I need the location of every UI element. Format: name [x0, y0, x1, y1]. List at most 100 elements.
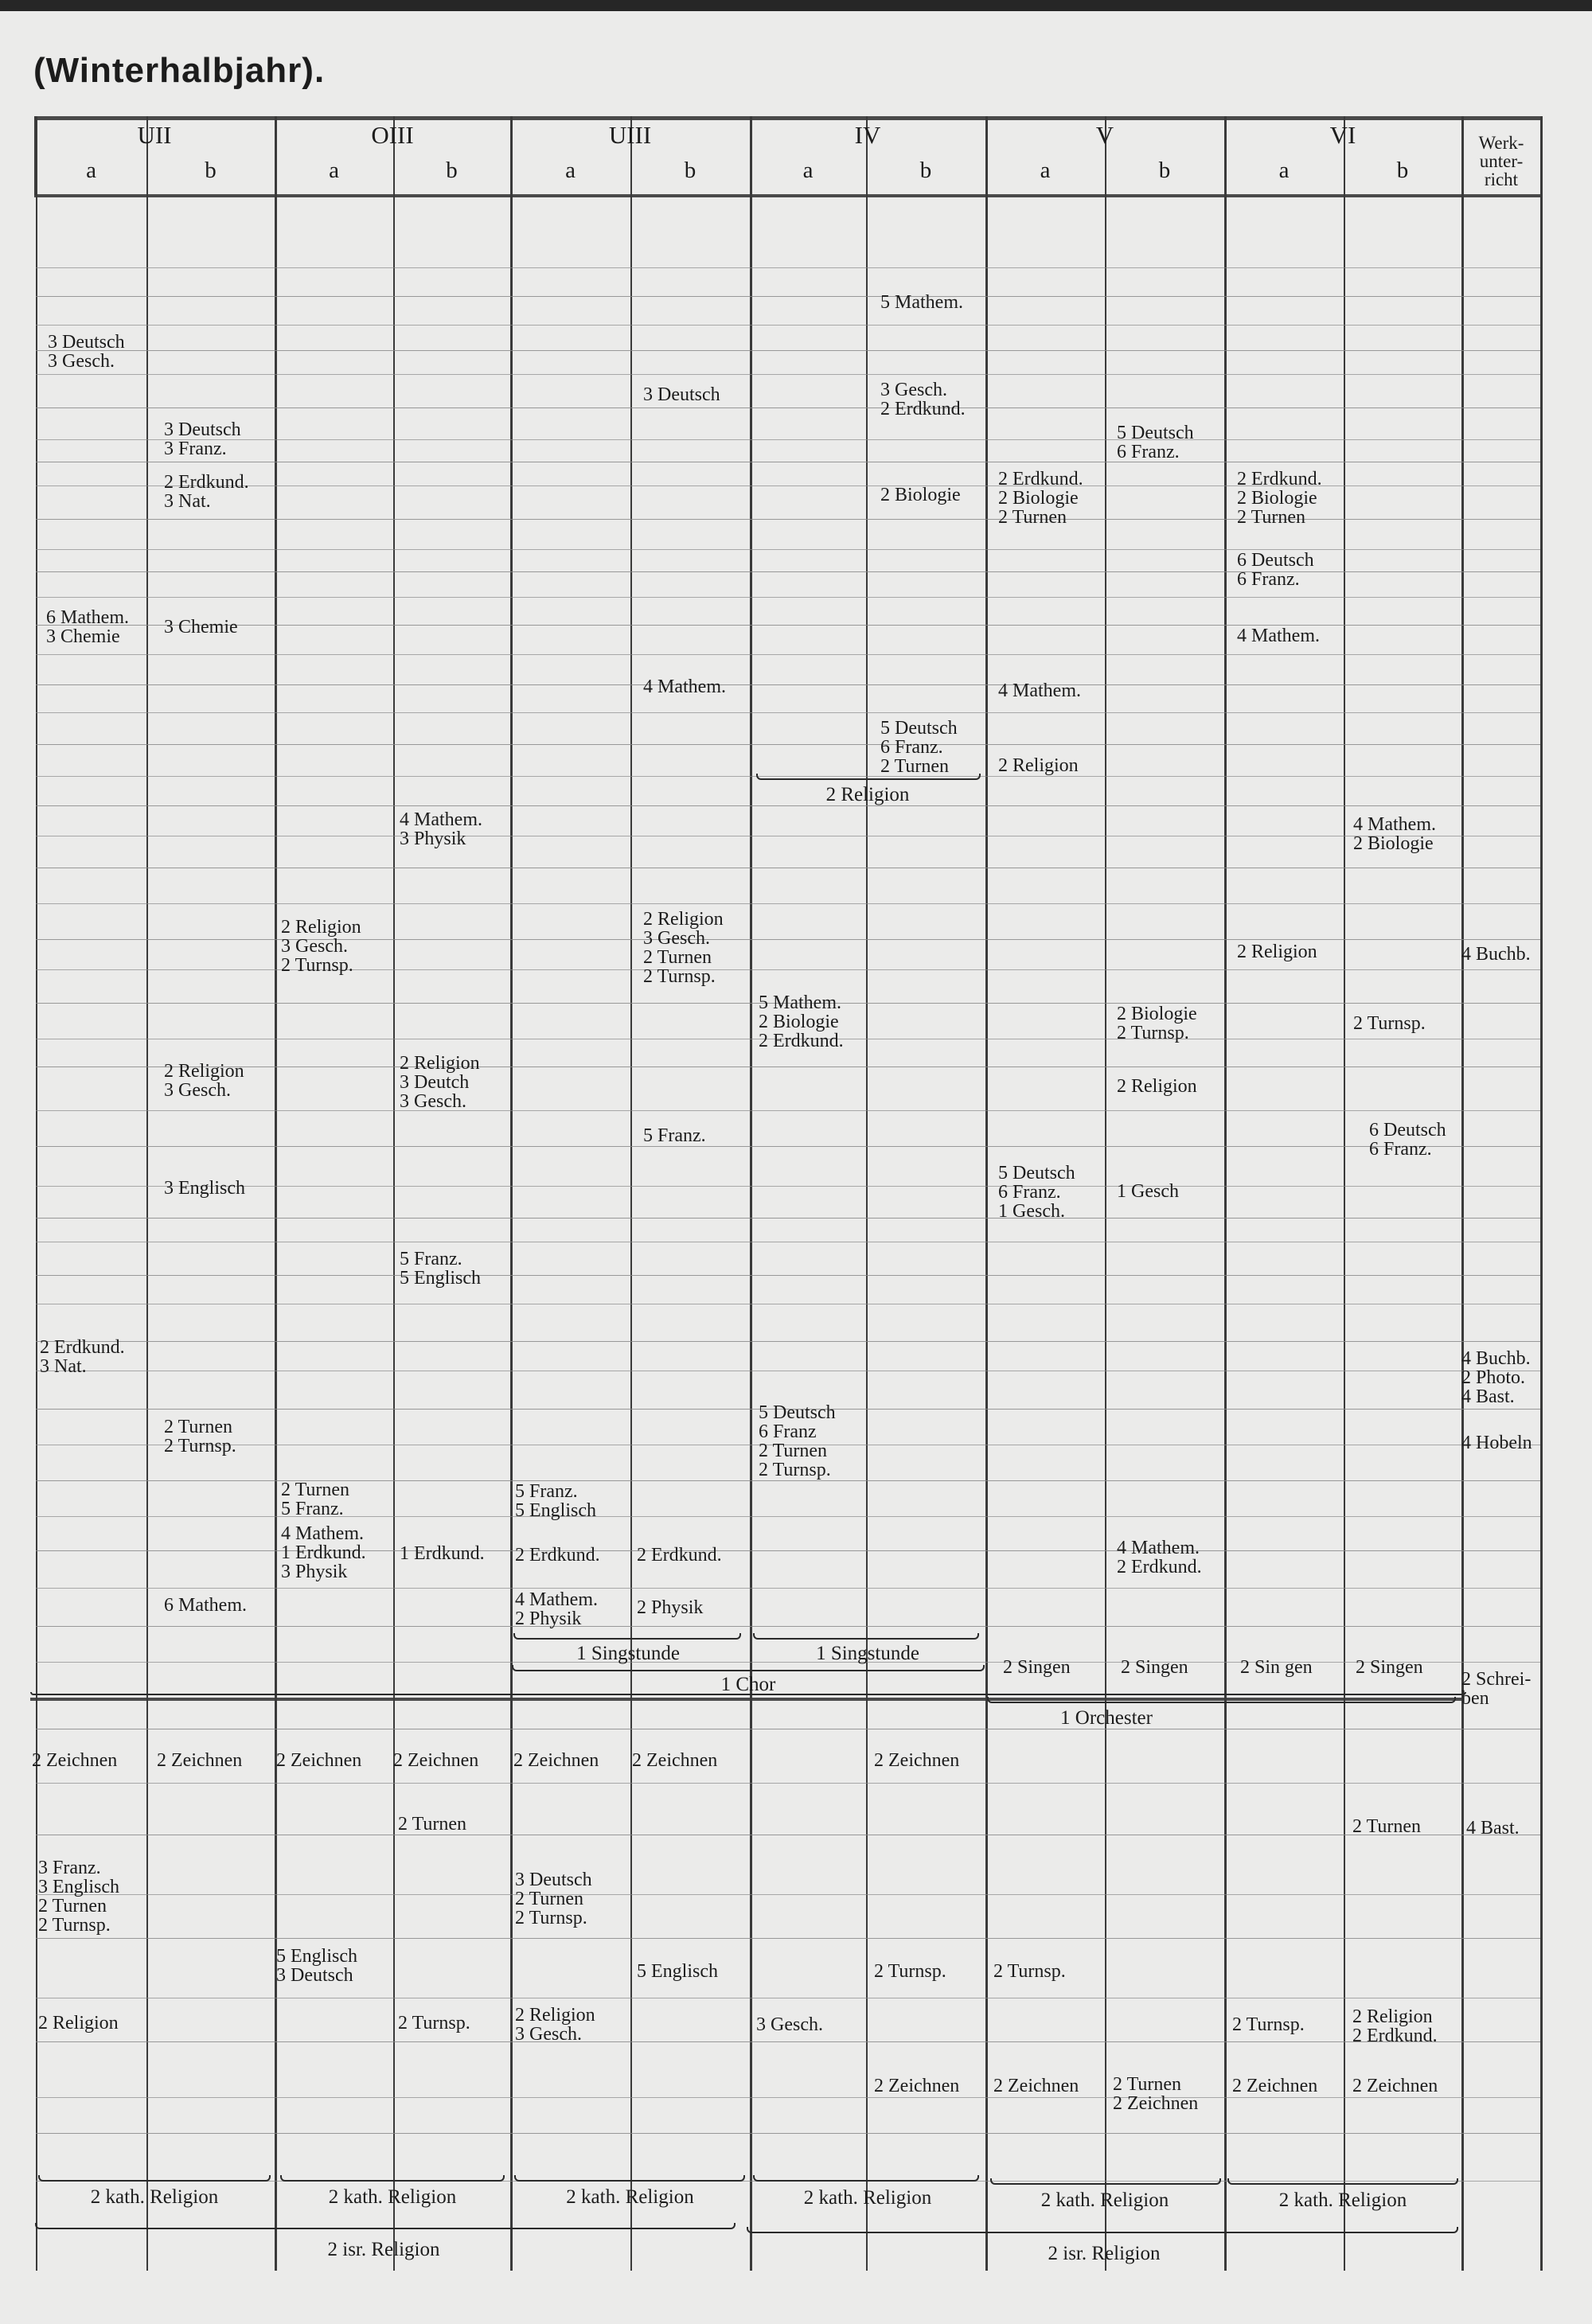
- row-rule: [36, 1894, 1540, 1895]
- shared-lesson-label: 2 kath. Religion: [1040, 2189, 1169, 2211]
- row-rule: [36, 549, 1540, 550]
- shared-lesson-label: 2 kath. Religion: [1278, 2189, 1407, 2211]
- lesson-entry: 4 Mathem.: [998, 680, 1081, 701]
- span-bracket: [38, 2175, 271, 2182]
- column-divider: [985, 116, 988, 2271]
- row-rule: [36, 325, 1540, 326]
- lesson-entry: 2 Religion 3 Gesch. 2 Turnsp.: [281, 917, 361, 976]
- span-bracket: [35, 2223, 736, 2229]
- lesson-entry: 2 Singen: [1121, 1657, 1188, 1678]
- row-rule: [36, 805, 1540, 806]
- shared-lesson-label: 1 Singstunde: [576, 1643, 680, 1664]
- row-rule: [36, 1146, 1540, 1147]
- column-divider: [510, 116, 513, 2271]
- class-section-header: a: [802, 158, 814, 183]
- group-divider: [275, 116, 277, 196]
- lesson-entry: 2 Biologie: [880, 485, 961, 505]
- row-rule: [36, 969, 1540, 970]
- lesson-entry: 3 Deutsch 2 Turnen 2 Turnsp.: [515, 1870, 592, 1928]
- lesson-entry: 2 Erdkund. 3 Nat.: [164, 472, 249, 512]
- lesson-entry: 6 Mathem. 3 Chemie: [46, 607, 129, 647]
- row-rule: [36, 2133, 1540, 2134]
- lesson-entry: 2 Erdkund. 2 Biologie 2 Turnen: [998, 469, 1083, 528]
- column-divider: [1344, 116, 1345, 2271]
- row-rule: [36, 712, 1540, 713]
- midsection-rule: [30, 1698, 1463, 1701]
- class-section-header: b: [446, 158, 458, 183]
- lesson-entry: 2 Religion: [1117, 1076, 1197, 1097]
- row-rule: [36, 519, 1540, 520]
- werkunterricht-entry: 2 Schrei- ben: [1461, 1669, 1532, 1709]
- row-rule: [36, 1938, 1540, 1939]
- lesson-entry: 6 Deutsch 6 Franz.: [1237, 550, 1314, 590]
- span-bracket: [753, 2175, 979, 2182]
- row-rule: [36, 1275, 1540, 1276]
- lesson-entry: 2 Religion: [38, 2013, 119, 2034]
- row-rule: [36, 625, 1540, 626]
- header-bottom-rule: [34, 194, 1541, 197]
- shared-lesson-label: 2 kath. Religion: [566, 2186, 694, 2208]
- lesson-entry: 5 Franz. 5 Englisch: [400, 1249, 481, 1289]
- row-rule: [36, 1662, 1540, 1663]
- lesson-entry: 2 Turnen: [1352, 1816, 1422, 1837]
- class-group-header: UIII: [608, 121, 652, 149]
- page-title: (Winterhalbjahr).: [33, 51, 326, 90]
- span-bracket: [514, 2175, 745, 2182]
- lesson-entry: 2 Religion 3 Gesch. 2 Turnen 2 Turnsp.: [643, 909, 724, 987]
- lesson-entry: 5 Mathem.: [880, 292, 963, 313]
- lesson-entry: 3 Franz. 3 Englisch 2 Turnen 2 Turnsp.: [38, 1858, 119, 1936]
- lesson-entry: 3 Deutsch 3 Gesch.: [48, 332, 125, 372]
- group-divider: [34, 116, 37, 196]
- class-section-header: a: [1278, 158, 1290, 183]
- row-rule: [36, 1341, 1540, 1342]
- group-divider: [1461, 116, 1464, 196]
- lesson-entry: 2 Turnsp.: [398, 2013, 470, 2034]
- group-divider: [750, 116, 752, 196]
- lesson-entry: 2 Erdkund.: [637, 1545, 722, 1566]
- lesson-entry: 6 Mathem.: [164, 1595, 247, 1616]
- lesson-entry: 2 Singen: [1003, 1657, 1071, 1678]
- shared-lesson-label: 2 kath. Religion: [803, 2187, 932, 2209]
- lesson-entry: 2 Turnen 2 Turnsp.: [164, 1417, 236, 1456]
- span-bracket: [513, 1633, 741, 1640]
- row-rule: [36, 1783, 1540, 1784]
- lesson-entry: 1 Erdkund.: [400, 1543, 485, 1564]
- span-bracket: [747, 2227, 1458, 2233]
- column-divider: [1540, 116, 1543, 2271]
- row-rule: [36, 2041, 1540, 2042]
- lesson-entry: 2 Physik: [637, 1597, 704, 1618]
- lesson-entry: 3 Gesch. 2 Erdkund.: [880, 380, 966, 419]
- column-divider: [1461, 116, 1464, 2271]
- row-rule: [36, 903, 1540, 904]
- lesson-entry: 3 Deutsch: [643, 384, 720, 405]
- lesson-entry: 2 Turnsp.: [1232, 2014, 1305, 2035]
- lesson-entry: 2 Religion 3 Gesch.: [164, 1061, 244, 1101]
- row-rule: [36, 407, 1540, 408]
- column-divider: [750, 116, 752, 2271]
- group-divider: [1224, 116, 1227, 196]
- row-rule: [36, 1588, 1540, 1589]
- lesson-entry: 2 Religion 3 Deutch 3 Gesch.: [400, 1053, 480, 1112]
- row-rule: [36, 1186, 1540, 1187]
- class-group-header: OIII: [371, 121, 414, 149]
- row-rule: [36, 374, 1540, 375]
- werkunterricht-entry: 4 Buchb.: [1461, 944, 1531, 965]
- lesson-entry: 1 Gesch: [1117, 1181, 1179, 1202]
- row-rule: [36, 1550, 1540, 1551]
- lesson-entry: 2 Turnen 5 Franz.: [281, 1480, 350, 1519]
- lesson-entry: 2 Zeichnen: [393, 1750, 479, 1771]
- lesson-entry: 2 Zeichnen: [874, 2076, 960, 2096]
- lesson-entry: 2 Biologie 2 Turnsp.: [1117, 1004, 1197, 1043]
- row-rule: [36, 1480, 1540, 1481]
- lesson-entry: 2 Zeichnen: [157, 1750, 243, 1771]
- class-group-header: UII: [137, 121, 172, 149]
- lesson-entry: 2 Zeichnen: [1352, 2076, 1438, 2096]
- lesson-entry: 2 Zeichnen: [874, 1750, 960, 1771]
- lesson-entry: 2 Erdkund. 2 Biologie 2 Turnen: [1237, 469, 1322, 528]
- row-rule: [36, 485, 1540, 486]
- lesson-entry: 2 Religion 2 Erdkund.: [1352, 2006, 1438, 2046]
- row-rule: [36, 1110, 1540, 1111]
- shared-lesson-label: 2 isr. Religion: [327, 2239, 440, 2260]
- row-rule: [36, 267, 1540, 268]
- lesson-entry: 6 Deutsch 6 Franz.: [1369, 1120, 1446, 1160]
